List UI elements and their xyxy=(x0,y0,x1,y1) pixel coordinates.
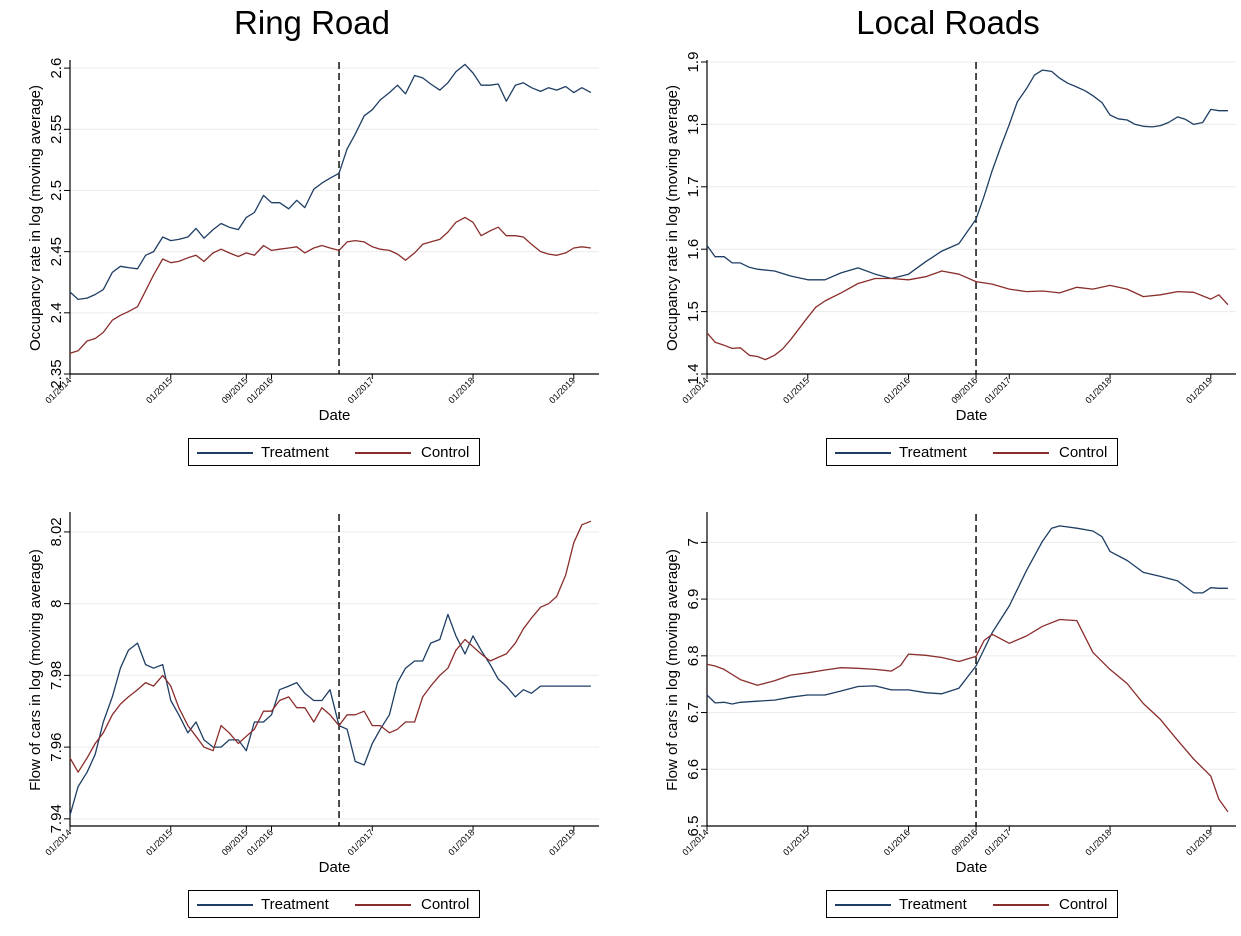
ring-flow-xtick-label: 01/2019 xyxy=(547,827,577,857)
ring-occupancy-ytick-label: 2.45 xyxy=(48,237,65,266)
ring-flow-xlabel: Date xyxy=(319,859,351,876)
ring-flow-xtick-label: 01/2016 xyxy=(245,827,275,857)
ring-occupancy-ytick-label: 2.5 xyxy=(48,180,65,201)
ring-flow-ytick-label: 8.02 xyxy=(48,517,65,546)
legend-treatment-label: Treatment xyxy=(261,444,329,461)
local-occupancy-ylabel: Occupancy rate in log (moving average) xyxy=(664,85,681,351)
ring-flow-ytick-label: 7.96 xyxy=(48,733,65,762)
column-title-ring-road: Ring Road xyxy=(234,4,390,41)
ring-occupancy-xtick-label: 09/2015 xyxy=(220,375,250,405)
local-occupancy-xtick-label: 01/2018 xyxy=(1083,375,1113,405)
local-occupancy-ytick-label: 1.9 xyxy=(685,52,702,73)
legend-treatment-swatch xyxy=(197,452,253,454)
local-occupancy-xtick-label: 01/2016 xyxy=(882,375,912,405)
legend-control-swatch xyxy=(355,452,411,454)
legend-local-occupancy: Treatment Control xyxy=(826,438,1118,466)
column-title-local-roads: Local Roads xyxy=(856,4,1040,41)
legend-control-label: Control xyxy=(421,444,470,461)
legend-ring-flow: Treatment Control xyxy=(188,890,480,918)
local-flow-ylabel: Flow of cars in log (moving average) xyxy=(664,549,681,791)
local-flow-series-treatment xyxy=(706,525,1228,705)
legend-control-label: Control xyxy=(421,896,470,913)
legend-treatment-swatch xyxy=(197,904,253,906)
ring-occupancy-xtick-label: 01/2015 xyxy=(144,375,174,405)
ring-occupancy-xtick-label: 01/2019 xyxy=(547,375,577,405)
local-occupancy-series-treatment xyxy=(706,69,1228,281)
legend-treatment-label: Treatment xyxy=(261,896,329,913)
local-occupancy-xtick-label: 01/2015 xyxy=(781,375,811,405)
ring-flow-ytick-label: 8 xyxy=(48,599,65,607)
local-flow-ytick-label: 7 xyxy=(685,538,702,546)
local-flow-xlabel: Date xyxy=(956,859,988,876)
legend-treatment-label: Treatment xyxy=(899,896,967,913)
legend-ring-occupancy: Treatment Control xyxy=(188,438,480,466)
ring-flow-series-control xyxy=(69,520,592,773)
ring-occupancy-ytick-label: 2.4 xyxy=(48,302,65,323)
legend-treatment-swatch xyxy=(835,904,891,906)
legend-control-swatch xyxy=(355,904,411,906)
local-flow-xtick-label: 01/2017 xyxy=(983,827,1013,857)
local-occupancy-ytick-label: 1.5 xyxy=(685,301,702,322)
ring-occupancy-series-control xyxy=(69,216,591,354)
local-flow-ytick-label: 6.6 xyxy=(685,759,702,780)
local-flow-series-control xyxy=(706,618,1229,813)
ring-occupancy-ytick-label: 2.55 xyxy=(48,115,65,144)
ring-occupancy-xlabel: Date xyxy=(319,407,351,424)
ring-flow-series-treatment xyxy=(69,613,591,816)
local-occupancy-xtick-label: 09/2016 xyxy=(949,375,979,405)
legend-local-flow: Treatment Control xyxy=(826,890,1118,918)
ring-occupancy-ytick-label: 2.6 xyxy=(48,58,65,79)
legend-control-swatch xyxy=(993,904,1049,906)
ring-flow-xtick-label: 01/2017 xyxy=(346,827,376,857)
local-occupancy-ytick-label: 1.8 xyxy=(685,114,702,135)
local-occupancy-xtick-label: 01/2019 xyxy=(1184,375,1214,405)
legend-control-label: Control xyxy=(1059,444,1108,461)
local-occupancy-ytick-label: 1.6 xyxy=(685,239,702,260)
ring-flow-ylabel: Flow of cars in log (moving average) xyxy=(27,549,44,791)
local-occupancy-series-control xyxy=(706,270,1229,361)
ring-occupancy-ytick-label: 2.35 xyxy=(48,359,65,388)
legend-treatment-label: Treatment xyxy=(899,444,967,461)
local-flow-ytick-label: 6.8 xyxy=(685,645,702,666)
local-occupancy-xtick-label: 01/2017 xyxy=(983,375,1013,405)
local-flow-xtick-label: 01/2018 xyxy=(1083,827,1113,857)
ring-flow-xtick-label: 01/2018 xyxy=(446,827,476,857)
local-occupancy-ytick-label: 1.7 xyxy=(685,176,702,197)
legend-control-label: Control xyxy=(1059,896,1108,913)
local-flow-xtick-label: 01/2015 xyxy=(781,827,811,857)
ring-flow-xtick-label: 01/2015 xyxy=(144,827,174,857)
local-flow-ytick-label: 6.7 xyxy=(685,702,702,723)
ring-occupancy-xtick-label: 01/2016 xyxy=(245,375,275,405)
ring-occupancy-ylabel: Occupancy rate in log (moving average) xyxy=(27,85,44,351)
local-flow-ytick-label: 6.9 xyxy=(685,589,702,610)
ring-occupancy-xtick-label: 01/2018 xyxy=(446,375,476,405)
ring-flow-xtick-label: 09/2015 xyxy=(220,827,250,857)
ring-occupancy-xtick-label: 01/2017 xyxy=(346,375,376,405)
local-occupancy-xlabel: Date xyxy=(956,407,988,424)
local-flow-xtick-label: 01/2019 xyxy=(1184,827,1214,857)
local-flow-ytick-label: 6.5 xyxy=(685,816,702,837)
legend-control-swatch xyxy=(993,452,1049,454)
local-flow-xtick-label: 01/2016 xyxy=(882,827,912,857)
legend-treatment-swatch xyxy=(835,452,891,454)
local-flow-xtick-label: 09/2016 xyxy=(949,827,979,857)
ring-flow-ytick-label: 7.98 xyxy=(48,661,65,690)
local-occupancy-ytick-label: 1.4 xyxy=(685,364,702,385)
ring-occupancy-series-treatment xyxy=(69,63,592,301)
ring-flow-ytick-label: 7.94 xyxy=(48,804,65,833)
